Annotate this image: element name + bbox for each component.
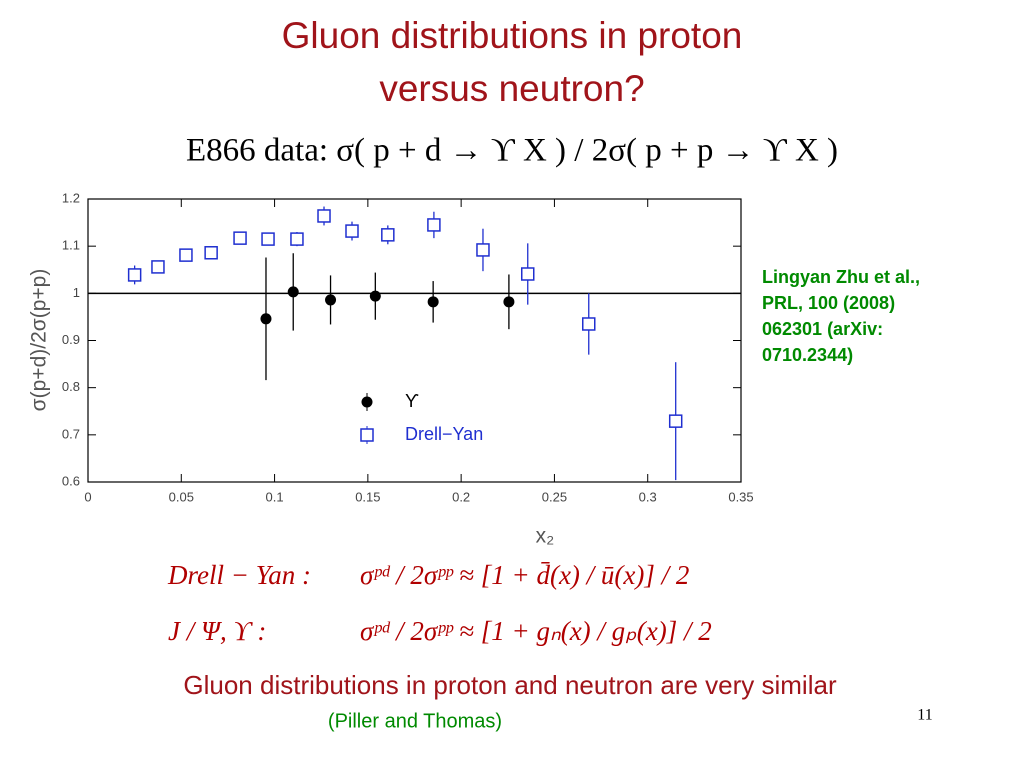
data-point: [668, 414, 683, 428]
x-tick-label: 0: [84, 489, 91, 504]
legend-label: ϒ: [405, 391, 419, 411]
subtitle: E866 data: σ( p + d → ϒ X ) / 2σ( p + p …: [186, 133, 838, 169]
slide-title: versus neutron?: [379, 68, 644, 109]
formula-label: Drell − Yan :: [167, 560, 311, 590]
attribution: (Piller and Thomas): [328, 710, 502, 732]
legend-marker: [360, 428, 374, 442]
x-tick-label: 0.25: [542, 489, 567, 504]
formula-label: J / Ψ, ϒ :: [168, 616, 266, 646]
data-point: [261, 232, 275, 246]
data-point: [381, 228, 395, 242]
data-point: [290, 232, 304, 246]
y-tick-label: 0.6: [62, 473, 80, 488]
y-tick-label: 0.9: [62, 332, 80, 347]
formula: σᵖᵈ / 2σᵖᵖ ≈ [1 + gₙ(x) / gₚ(x)] / 2: [360, 616, 712, 646]
citation: Lingyan Zhu et al.,: [762, 267, 920, 287]
data-point: [520, 267, 535, 281]
data-point: [476, 243, 490, 257]
data-point: [204, 246, 218, 260]
x-tick-label: 0.1: [266, 489, 284, 504]
legend-marker: [361, 396, 373, 408]
data-point: [427, 296, 439, 308]
x-tick-label: 0.35: [728, 489, 753, 504]
data-point: [151, 260, 165, 274]
data-point: [582, 317, 596, 331]
data-point: [325, 294, 337, 306]
page-number: 11: [917, 707, 932, 724]
citation: 062301 (arXiv:: [762, 319, 883, 339]
data-point: [345, 224, 359, 238]
citation: 0710.2344): [762, 345, 853, 365]
data-point: [260, 313, 272, 325]
data-point: [179, 248, 193, 262]
y-tick-label: 1.2: [62, 190, 80, 205]
y-tick-label: 0.8: [62, 379, 80, 394]
x-tick-label: 0.2: [452, 489, 470, 504]
x-tick-label: 0.05: [169, 489, 194, 504]
y-tick-label: 1: [73, 285, 80, 300]
y-axis-label: σ(p+d)/2σ(p+p): [28, 269, 51, 412]
data-point: [369, 290, 381, 302]
conclusion: Gluon distributions in proton and neutro…: [183, 670, 837, 700]
data-point: [127, 268, 142, 282]
data-point: [427, 218, 441, 232]
slide-title: Gluon distributions in proton: [282, 15, 743, 56]
legend-label: Drell−Yan: [405, 424, 483, 444]
y-tick-label: 0.7: [62, 426, 80, 441]
formula: σᵖᵈ / 2σᵖᵖ ≈ [1 + d̄(x) / ū(x)] / 2: [360, 560, 689, 590]
y-tick-label: 1.1: [62, 238, 80, 253]
x-axis-label: x₂: [536, 525, 555, 548]
x-tick-label: 0.15: [355, 489, 380, 504]
data-point: [233, 231, 247, 245]
data-point: [317, 209, 331, 223]
citation: PRL, 100 (2008): [762, 293, 895, 313]
x-tick-label: 0.3: [639, 489, 657, 504]
data-point: [287, 286, 299, 298]
data-point: [503, 296, 515, 308]
